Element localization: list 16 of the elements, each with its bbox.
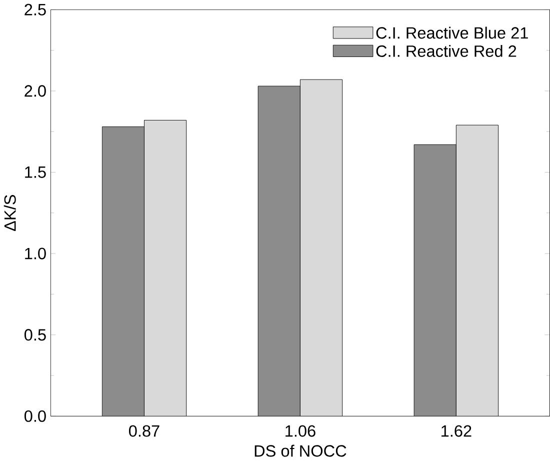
- legend-label: C.I. Reactive Red 2: [376, 45, 516, 58]
- y-tick-label: 2.5: [24, 4, 46, 16]
- y-tick-label: 1.0: [25, 248, 46, 260]
- x-tick-label: 1.06: [286, 425, 316, 437]
- x-axis-title: DS of NOCC: [254, 444, 346, 457]
- y-tick-label: 0.5: [24, 329, 46, 341]
- bar: [456, 125, 499, 416]
- y-tick-label: 2.0: [24, 85, 46, 97]
- y-tick-label: 1.5: [25, 166, 46, 178]
- y-axis-title: ΔK/S: [4, 195, 16, 232]
- y-tick-label: 0.0: [24, 410, 46, 422]
- x-tick-label: 1.62: [442, 425, 472, 437]
- legend-label: C.I. Reactive Blue 21: [376, 26, 528, 39]
- x-tick-label: 0.87: [129, 425, 160, 437]
- bar: [144, 120, 187, 416]
- bar: [300, 80, 343, 416]
